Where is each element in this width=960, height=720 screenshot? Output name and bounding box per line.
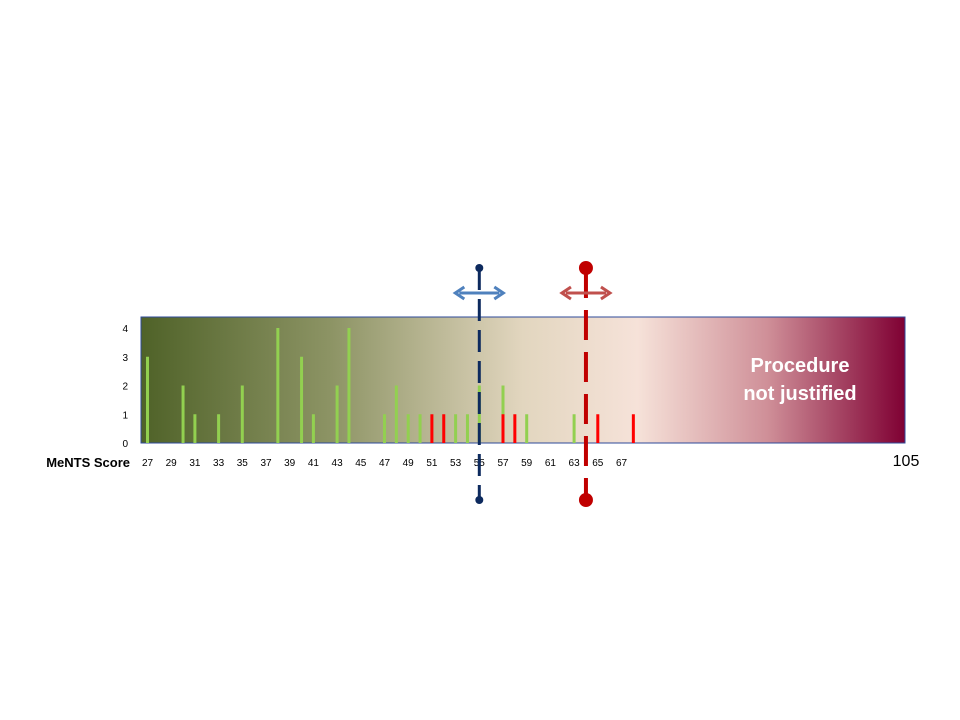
bar-green <box>394 385 398 443</box>
bar-red <box>442 414 446 443</box>
x-tick-label: 57 <box>497 458 509 469</box>
bar-green <box>454 414 458 443</box>
x-tick-label: 37 <box>260 458 272 469</box>
y-axis: 0 1 2 3 4 <box>122 324 128 450</box>
bars <box>146 328 635 443</box>
x-tick-label: 51 <box>426 458 438 469</box>
x-tick-label: 59 <box>521 458 533 469</box>
arrow-left-icon <box>559 285 572 301</box>
x-tick-label: 27 <box>142 458 154 469</box>
arrow-right-icon <box>493 285 507 301</box>
x-tick-label: 45 <box>355 458 367 469</box>
bar-green <box>276 328 280 443</box>
x-tick-label: 67 <box>616 458 628 469</box>
x-tick-label: 43 <box>332 458 344 469</box>
bar-green <box>217 414 221 443</box>
bar-green <box>311 414 315 443</box>
x-tick-label: 53 <box>450 458 462 469</box>
x-tick-label: 31 <box>189 458 201 469</box>
bar-green <box>572 414 576 443</box>
y-tick-label: 2 <box>122 382 128 393</box>
threshold-top-dot <box>475 264 484 272</box>
x-tick-label: 35 <box>237 458 249 469</box>
x-tick-label: 41 <box>308 458 320 469</box>
x-tick-label: 61 <box>545 458 557 469</box>
bar-green <box>525 414 529 443</box>
x-tick-label: 65 <box>592 458 604 469</box>
x-tick-label: 33 <box>213 458 225 469</box>
y-tick-label: 1 <box>122 410 128 421</box>
x-axis-end-label: 105 <box>893 453 920 470</box>
zone-label-line-1: Procedure <box>751 355 850 377</box>
bar-red <box>631 414 635 443</box>
x-tick-label: 39 <box>284 458 296 469</box>
y-tick-label: 3 <box>122 353 128 364</box>
bar-green <box>181 385 185 443</box>
x-tick-label: 63 <box>569 458 581 469</box>
bar-red <box>501 414 505 443</box>
threshold-blue <box>452 264 507 504</box>
zone-label-line-2: not justified <box>743 383 856 405</box>
x-axis-title: MeNTS Score <box>46 455 130 470</box>
bar-red <box>596 414 600 443</box>
arrow-right-icon <box>600 285 613 301</box>
bar-green <box>406 414 410 443</box>
threshold-bottom-dot <box>475 496 484 504</box>
score-band <box>140 316 906 444</box>
bar-green <box>193 414 197 443</box>
bar-green <box>335 385 339 443</box>
threshold-red <box>559 261 613 507</box>
bar-red <box>513 414 517 443</box>
bar-green <box>240 385 244 443</box>
bar-green <box>146 356 149 443</box>
arrow-left-icon <box>452 285 466 301</box>
x-tick-label: 49 <box>403 458 415 469</box>
x-tick-label: 29 <box>166 458 178 469</box>
threshold-bottom-dot <box>578 493 593 507</box>
bar-red <box>430 414 434 443</box>
x-tick-label: 47 <box>379 458 391 469</box>
bar-green <box>383 414 386 443</box>
y-tick-label: 0 <box>122 439 128 450</box>
x-axis: 2729313335373941434547495153555759616365… <box>142 458 628 469</box>
bar-green <box>347 328 351 443</box>
threshold-markers <box>452 261 613 507</box>
bar-green <box>418 414 422 443</box>
threshold-top-dot <box>578 261 593 275</box>
bar-green <box>300 356 304 443</box>
bar-green <box>465 414 469 443</box>
y-tick-label: 4 <box>122 324 128 335</box>
bar-green <box>477 385 481 443</box>
